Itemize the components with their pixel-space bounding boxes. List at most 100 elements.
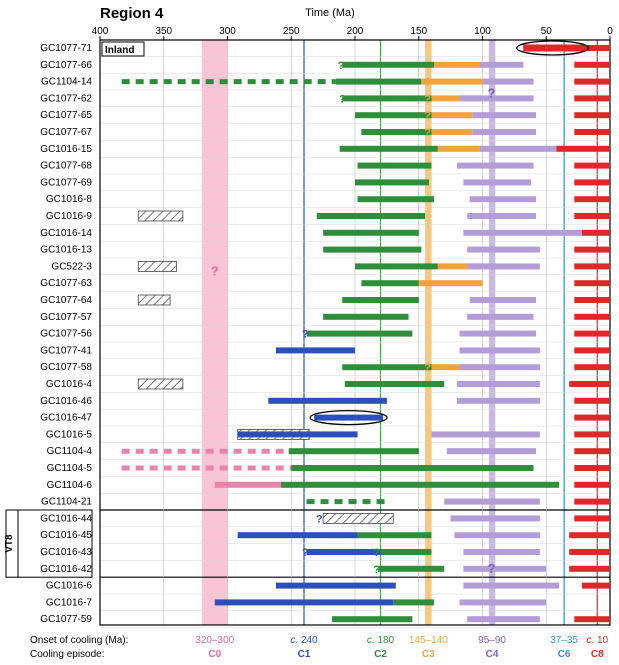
cooling-bar [523, 45, 582, 52]
legend-onset-C4: 95–90 [478, 635, 506, 646]
legend-code-C1: C1 [298, 649, 311, 660]
cooling-bar [480, 62, 523, 68]
cooling-bar [574, 431, 610, 437]
cooling-bar [574, 364, 610, 370]
cooling-bar [574, 331, 610, 337]
cooling-bar [358, 196, 435, 202]
cooling-bar [444, 499, 540, 505]
cooling-bar [463, 230, 582, 236]
cooling-bar [574, 45, 610, 51]
question-mark: ? [373, 547, 380, 559]
cooling-bar [574, 112, 610, 118]
cooling-bar [574, 482, 610, 488]
cooling-bar [438, 146, 480, 152]
x-tick-label: 100 [474, 26, 491, 37]
cooling-bar [358, 532, 432, 538]
cooling-bar [291, 465, 533, 471]
cooling-bar [432, 431, 540, 437]
cooling-bar [345, 381, 444, 387]
sample-label: GC1104-6 [47, 480, 93, 491]
cooling-bar [467, 213, 536, 219]
cooling-bar [355, 179, 429, 185]
sample-label: GC1077-68 [40, 161, 92, 172]
cooling-bar [323, 230, 419, 236]
question-mark: ? [424, 93, 431, 105]
cooling-bar [355, 263, 438, 269]
cooling-bar [574, 247, 610, 253]
cooling-bar [574, 196, 610, 202]
sample-label: GC1016-14 [40, 228, 92, 239]
sample-label: GC1016-42 [40, 564, 92, 575]
legend-onset-C6: 37–35 [550, 635, 578, 646]
cooling-bar [556, 146, 610, 152]
sample-label: GC1016-46 [40, 396, 92, 407]
hatch-box [138, 295, 170, 305]
chart-container: 400350300250200150100500 ???????????????… [0, 0, 619, 665]
question-mark: ? [424, 362, 431, 374]
sample-label: GC1016-47 [40, 413, 92, 424]
cooling-bar [574, 314, 610, 320]
sample-label: GC1016-4 [46, 379, 93, 390]
x-tick-label: 250 [283, 26, 300, 37]
sample-label: GC1104-21 [41, 497, 92, 508]
question-mark: ? [424, 127, 431, 139]
sample-label: GC1077-65 [40, 110, 92, 121]
cooling-bar [472, 129, 536, 135]
cooling-bar [215, 482, 281, 488]
sample-label: GC1077-62 [40, 93, 92, 104]
legend-onset-C0: 320–300 [195, 635, 234, 646]
sample-label: GC1016-13 [40, 245, 92, 256]
sample-label: GC1077-63 [40, 278, 92, 289]
cooling-bar [378, 566, 444, 572]
cooling-bar [457, 398, 540, 404]
question-mark: ? [424, 77, 431, 89]
cooling-bar [434, 62, 480, 68]
cooling-bar [574, 95, 610, 101]
cooling-bar [574, 499, 610, 505]
x-tick-label: 0 [607, 26, 613, 37]
cooling-bar [215, 599, 394, 605]
question-mark: ? [338, 60, 345, 72]
cooling-bar [470, 196, 536, 202]
cooling-bar [574, 297, 610, 303]
cooling-bar [457, 381, 540, 387]
cooling-bar [460, 599, 547, 605]
cooling-bar [332, 616, 412, 622]
sample-label: GC1077-41 [40, 345, 92, 356]
cooling-bar [574, 179, 610, 185]
legend-onset-C3: 145–140 [409, 635, 448, 646]
cooling-bar [467, 247, 540, 253]
cooling-bar [574, 616, 610, 622]
question-mark: ? [424, 110, 431, 122]
cooling-bar [361, 280, 418, 286]
cooling-bar [463, 583, 559, 589]
legend-code-C0: C0 [208, 649, 221, 660]
legend-onset-C8: c. 10 [586, 635, 608, 646]
sample-label: GC1016-7 [46, 597, 93, 608]
sample-label: GC1016-45 [40, 530, 92, 541]
sample-label: GC1016-44 [40, 513, 92, 524]
sample-label: GC1104-5 [47, 463, 93, 474]
x-tick-label: 350 [155, 26, 172, 37]
cooling-bar [432, 112, 473, 118]
cooling-bar [381, 549, 432, 555]
cooling-bar [582, 230, 610, 236]
cooling-bar [470, 297, 536, 303]
band-question-mark: ? [487, 85, 495, 100]
cooling-bar [582, 583, 610, 589]
cooling-bar [342, 297, 419, 303]
cooling-bar [574, 213, 610, 219]
legend-onset-C2: c. 180 [367, 635, 395, 646]
cooling-bar [361, 129, 431, 135]
cooling-bar [472, 112, 536, 118]
question-mark: ? [339, 93, 346, 105]
cooling-bar [276, 347, 355, 353]
question-mark: ? [302, 547, 309, 559]
sample-label: GC1016-9 [46, 211, 93, 222]
cooling-bar [574, 79, 610, 85]
sample-label: GC1077-71 [40, 43, 92, 54]
cooling-bar [574, 465, 610, 471]
cooling-bar [574, 129, 610, 135]
x-tick-label: 200 [347, 26, 364, 37]
question-mark: ? [302, 329, 309, 341]
